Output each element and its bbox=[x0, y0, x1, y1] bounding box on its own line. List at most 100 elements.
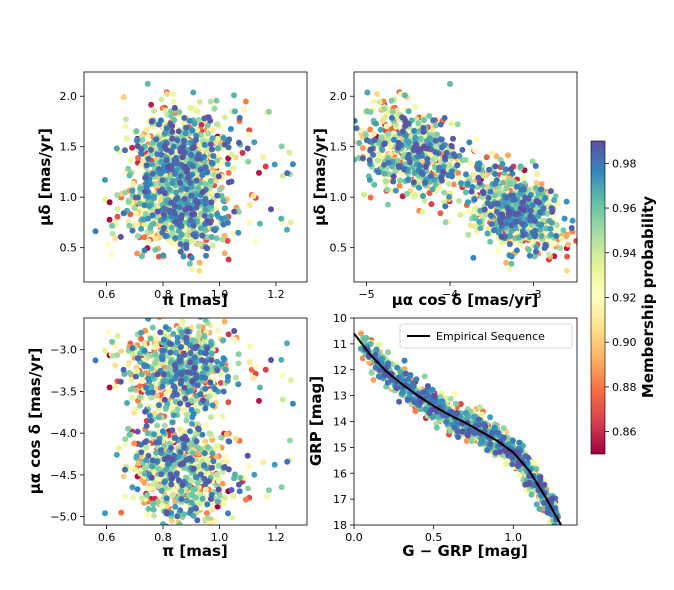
member-star-point bbox=[159, 177, 166, 184]
member-star-point bbox=[491, 192, 498, 199]
member-star-point bbox=[144, 492, 151, 499]
member-star-point bbox=[200, 318, 204, 319]
member-star-point bbox=[197, 225, 204, 232]
member-star-point bbox=[187, 217, 194, 223]
member-star-point bbox=[228, 534, 234, 540]
member-star-point bbox=[422, 179, 428, 186]
member-star-point bbox=[102, 176, 108, 183]
member-star-point bbox=[354, 117, 356, 124]
member-star-point bbox=[373, 120, 379, 127]
member-star-point bbox=[177, 449, 184, 456]
member-star-point bbox=[405, 151, 412, 158]
member-star-point bbox=[188, 254, 195, 261]
member-star-point bbox=[547, 225, 554, 232]
member-star-point bbox=[174, 513, 181, 520]
member-star-point bbox=[236, 114, 243, 121]
member-star-point bbox=[171, 362, 178, 369]
member-star-point bbox=[161, 396, 168, 403]
member-star-point bbox=[514, 183, 520, 190]
member-star-point bbox=[129, 345, 136, 352]
member-star-point bbox=[405, 176, 412, 183]
member-star-point bbox=[537, 226, 544, 233]
member-star-point bbox=[498, 233, 505, 240]
member-star-point bbox=[489, 150, 496, 157]
member-star-point bbox=[433, 122, 439, 129]
member-star-point bbox=[158, 96, 165, 103]
member-star-point bbox=[225, 331, 232, 338]
member-star-point bbox=[189, 477, 195, 484]
member-star-point bbox=[354, 156, 358, 163]
member-star-point bbox=[549, 208, 556, 215]
member-star-point bbox=[427, 173, 434, 179]
member-star-point bbox=[520, 206, 527, 213]
member-star-point bbox=[251, 471, 258, 478]
member-star-point bbox=[532, 163, 539, 169]
member-star-point bbox=[214, 192, 221, 199]
member-star-point bbox=[256, 397, 262, 404]
member-star-point bbox=[204, 245, 210, 252]
member-star-point bbox=[434, 131, 440, 138]
ticks-p2: −5 −4 −30.51.01.52.0 bbox=[330, 90, 542, 301]
member-star-point bbox=[214, 498, 221, 505]
member-star-point bbox=[191, 359, 198, 366]
member-star-point bbox=[145, 452, 152, 459]
member-star-point bbox=[361, 191, 368, 198]
member-star-point bbox=[172, 503, 179, 510]
member-star-point bbox=[209, 464, 215, 471]
member-star-point bbox=[190, 231, 197, 238]
member-star-point bbox=[391, 136, 397, 143]
member-star-point bbox=[138, 329, 145, 336]
member-star-point bbox=[371, 137, 378, 143]
member-star-point bbox=[519, 220, 526, 227]
member-star-point bbox=[565, 241, 571, 248]
member-star-point bbox=[533, 248, 539, 255]
member-star-point bbox=[199, 495, 206, 502]
member-star-point bbox=[171, 117, 178, 123]
member-star-point bbox=[512, 211, 519, 218]
y-tick-label: 2.0 bbox=[330, 90, 348, 103]
member-star-point bbox=[225, 466, 232, 473]
member-star-point bbox=[185, 174, 192, 181]
member-star-point bbox=[195, 117, 202, 123]
member-star-point bbox=[412, 135, 419, 141]
member-star-point bbox=[520, 232, 526, 239]
member-star-point bbox=[200, 397, 206, 404]
member-star-point bbox=[262, 163, 269, 170]
member-star-point bbox=[337, 121, 343, 127]
member-star-point bbox=[252, 363, 259, 370]
member-star-point bbox=[114, 213, 121, 220]
member-star-point bbox=[278, 143, 285, 150]
member-star-point bbox=[216, 186, 223, 193]
member-star-point bbox=[152, 342, 159, 349]
member-star-point bbox=[382, 114, 389, 121]
member-star-point bbox=[211, 227, 218, 234]
member-star-point bbox=[364, 89, 371, 96]
x-tick-label: 1.0 bbox=[211, 288, 229, 301]
member-star-point bbox=[229, 529, 235, 535]
member-star-point bbox=[143, 423, 150, 429]
member-star-point bbox=[105, 329, 112, 335]
member-star-point bbox=[284, 226, 290, 233]
member-star-point bbox=[479, 188, 486, 195]
member-star-point bbox=[287, 219, 294, 226]
member-star-point bbox=[381, 161, 388, 168]
member-star-point bbox=[455, 170, 462, 176]
member-star-point bbox=[134, 233, 141, 240]
member-star-point bbox=[187, 104, 194, 111]
member-star-point bbox=[136, 383, 143, 390]
member-star-point bbox=[183, 231, 190, 238]
member-star-point bbox=[134, 428, 141, 435]
member-star-point bbox=[213, 454, 220, 460]
member-star-point bbox=[193, 198, 200, 205]
member-star-point bbox=[202, 486, 209, 493]
member-star-point bbox=[134, 368, 141, 375]
member-star-point bbox=[271, 461, 278, 468]
member-star-point bbox=[262, 366, 269, 373]
member-star-point bbox=[145, 156, 152, 162]
member-star-point bbox=[208, 234, 215, 240]
member-star-point bbox=[123, 135, 130, 142]
member-star-point bbox=[189, 414, 196, 421]
member-star-point bbox=[289, 161, 296, 168]
member-star-point bbox=[220, 458, 227, 465]
member-star-point bbox=[485, 194, 492, 201]
